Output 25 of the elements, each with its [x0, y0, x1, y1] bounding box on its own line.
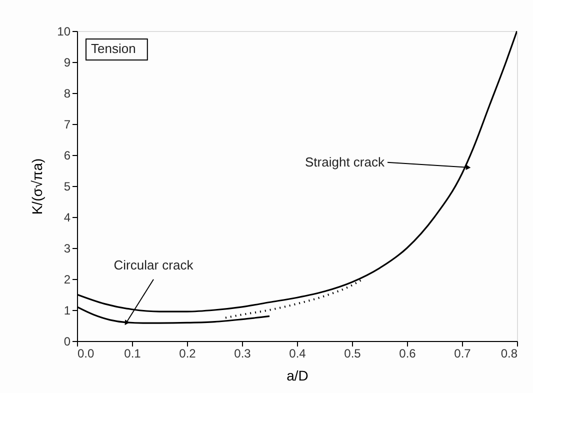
x-tick-label: 0.2 — [179, 346, 196, 360]
y-tick-label: 3 — [64, 242, 71, 256]
y-tick-label: 0 — [64, 334, 71, 348]
x-tick-label: 0.8 — [500, 346, 518, 360]
y-tick-label: 1 — [64, 304, 71, 318]
annotation: Straight crack — [305, 154, 385, 170]
x-tick-label: 0.6 — [399, 346, 416, 360]
x-tick-label: 0.5 — [344, 346, 362, 360]
y-tick-label: 4 — [64, 210, 71, 224]
y-tick-label: 2 — [64, 272, 71, 286]
x-tick-label: 0.0 — [78, 346, 95, 360]
x-tick-label: 0.4 — [289, 346, 306, 360]
y-tick-label: 8 — [64, 86, 71, 100]
y-tick-label: 5 — [64, 180, 71, 194]
x-tick-label: 0.3 — [234, 346, 252, 360]
y-tick-label: 6 — [64, 148, 71, 162]
annotation: Tension — [91, 41, 136, 56]
y-tick-label: 7 — [64, 118, 71, 132]
y-tick-label: 9 — [64, 56, 71, 70]
y-tick-label: 10 — [57, 24, 71, 38]
x-axis-title: a/D — [286, 368, 308, 384]
y-axis-title: K/(σ√πa) — [29, 158, 46, 215]
annotation: Circular crack — [114, 257, 194, 272]
x-tick-label: 0.1 — [124, 346, 142, 360]
x-tick-label: 0.7 — [454, 346, 472, 360]
